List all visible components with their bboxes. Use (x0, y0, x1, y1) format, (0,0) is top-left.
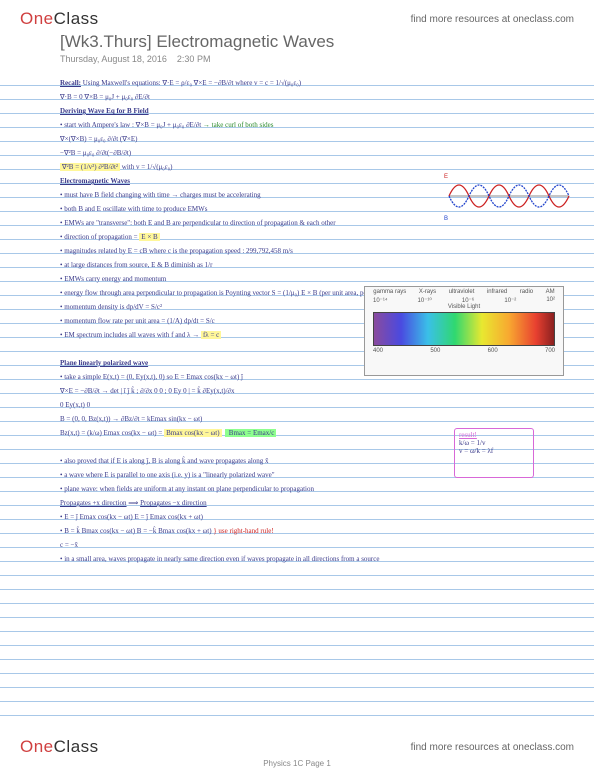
logo-one-f: One (20, 737, 54, 756)
spectrum-scale-top: 10⁻¹⁴ 10⁻¹⁰ 10⁻⁶ 10⁻² 10² (365, 297, 563, 304)
p4: B = (0, 0, Bz(x,t)) → ∂Bz/∂t = kEmax sin… (60, 412, 574, 426)
header-top: OneClass find more resources at oneclass… (0, 0, 594, 30)
p3: 0 Ey(x,t) 0 (60, 398, 574, 412)
tagline-bottom: find more resources at oneclass.com (411, 742, 574, 753)
band-uv: ultraviolet (449, 289, 475, 295)
p2: ∇×E = −∂B/∂t → det | î ĵ k̂ ; ∂/∂x 0 0 ;… (60, 384, 574, 398)
time: 2:30 PM (177, 54, 211, 64)
logo-class-f: Class (54, 737, 99, 756)
s8: 10² (546, 297, 555, 304)
e11-hl: fλ = c (201, 331, 221, 339)
d4-hl: ∇²B = (1/v²) ∂²B/∂t² (60, 163, 120, 171)
result-title: result! (459, 431, 529, 439)
recall-hdr: Recall: (60, 79, 81, 87)
px2: • B = k̂ Bmax cos(kx − ωt) B = −k̂ Bmax … (60, 524, 574, 538)
date: Thursday, August 18, 2016 (60, 54, 167, 64)
px2-txt: • B = k̂ Bmax cos(kx − ωt) B = −k̂ Bmax … (60, 527, 213, 535)
svg-text:E: E (444, 174, 448, 180)
b1: 500 (430, 348, 440, 354)
band-gamma: gamma rays (373, 289, 406, 295)
r1: k/ω = 1/v (459, 439, 529, 447)
e7: • EMWs carry energy and momentum (60, 272, 574, 286)
s4: 10⁻⁶ (462, 297, 474, 304)
b3: 700 (545, 348, 555, 354)
s6: 10⁻² (504, 297, 516, 304)
px2-red: } use right-hand rule! (213, 527, 273, 535)
e4: • direction of propagation = E × B (60, 230, 574, 244)
recall-txt: Using Maxwell's equations: ∇·E = ρ/ε₀ ∇×… (81, 79, 301, 87)
e11-txt: • EM spectrum includes all waves with f … (60, 331, 201, 339)
px3: c = −x̂ (60, 538, 574, 552)
page-number: Physics 1C Page 1 (263, 759, 331, 768)
band-am: AM (546, 289, 555, 295)
pr3: • plane wave: when fields are uniform at… (60, 482, 574, 496)
result-box: result! k/ω = 1/v v = ω/k = λf (454, 428, 534, 478)
r2: v = ω/k = λf (459, 447, 529, 455)
last: • in a small area, waves propagate in ne… (60, 552, 574, 566)
em-wave-sketch: E B (444, 166, 574, 226)
visible-label: Visible Light (365, 304, 563, 310)
px1: • E = ĵ Emax cos(kx − ωt) E = ĵ Emax cos… (60, 510, 574, 524)
e5: • magnitudes related by E = cB where c i… (60, 244, 574, 258)
d1: • start with Ampere's law : ∇×B = μ₀J + … (60, 118, 574, 132)
b0: 400 (373, 348, 383, 354)
p5-side: Bmax = Emax/c (225, 429, 276, 437)
s2: 10⁻¹⁰ (418, 297, 432, 304)
logo-one: One (20, 9, 54, 28)
tagline-top: find more resources at oneclass.com (411, 14, 574, 25)
spectrum-bands: gamma rays X-rays ultraviolet infrared r… (365, 287, 563, 297)
page-subtitle: Thursday, August 18, 2016 2:30 PM (0, 52, 594, 68)
b2: 600 (488, 348, 498, 354)
e4-hl: E × B (139, 233, 159, 241)
s0: 10⁻¹⁴ (373, 297, 387, 304)
logo: OneClass (20, 9, 99, 29)
p5-hl: Bmax cos(kx − ωt) (164, 429, 221, 437)
em-spectrum-chart: gamma rays X-rays ultraviolet infrared r… (364, 286, 564, 376)
svg-text:B: B (444, 216, 448, 222)
band-xray: X-rays (419, 289, 436, 295)
recall-line: Recall: Using Maxwell's equations: ∇·E =… (60, 76, 574, 90)
dir-neg: Propagates −x direction (140, 499, 207, 507)
spectrum-scale-bot: 400 500 600 700 (365, 348, 563, 354)
visible-spectrum-bar (373, 312, 555, 346)
p5-pre: Bz(x,t) = (k/ω) Emax cos(kx − ωt) = (60, 429, 164, 437)
page-title: [Wk3.Thurs] Electromagnetic Waves (0, 30, 594, 52)
d3: −∇²B = μ₀ε₀ ∂/∂t(−∂B/∂t) (60, 146, 574, 160)
logo-class: Class (54, 9, 99, 28)
deriv-hdr: Deriving Wave Eq for B Field (60, 104, 574, 118)
d1-txt: • start with Ampere's law : ∇×B = μ₀J + … (60, 121, 203, 129)
dir-hdrs: Propagates +x direction ⟹ Propagates −x … (60, 496, 574, 510)
d1-green: → take curl of both sides (203, 121, 274, 129)
recall-line2: ∇·B = 0 ∇×B = μ₀J + μ₀ε₀ ∂E/∂t (60, 90, 574, 104)
dir-pos: Propagates +x direction (60, 499, 127, 507)
band-radio: radio (520, 289, 533, 295)
e6: • at large distances from source, E & B … (60, 258, 574, 272)
d4-after: with v = 1/√(μ₀ε₀) (120, 163, 172, 171)
band-ir: infrared (487, 289, 507, 295)
logo-footer: OneClass (20, 737, 99, 757)
d2: ∇×(∇×B) = μ₀ε₀ ∂/∂t (∇×E) (60, 132, 574, 146)
